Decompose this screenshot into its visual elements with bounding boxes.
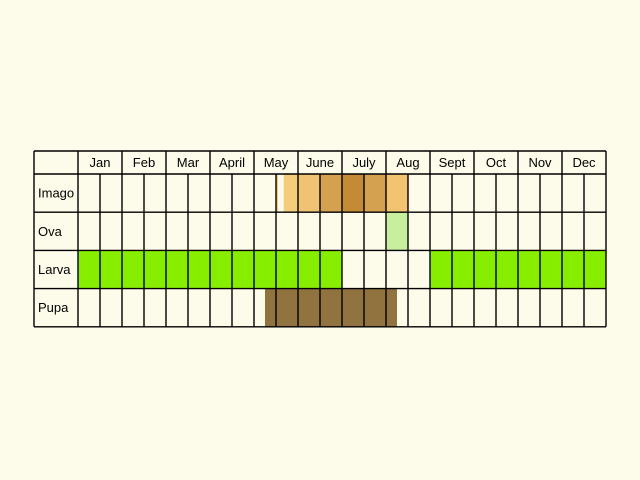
month-label: April — [219, 155, 245, 170]
row-label: Ova — [38, 224, 63, 239]
month-label: Jan — [90, 155, 111, 170]
month-label: July — [352, 155, 376, 170]
imago-band — [386, 174, 408, 213]
month-label: June — [306, 155, 334, 170]
row-label: Larva — [38, 262, 71, 277]
imago-band — [364, 174, 386, 213]
imago-band — [276, 174, 279, 213]
row-label: Pupa — [38, 300, 69, 315]
row-label: Imago — [38, 186, 74, 201]
imago-band — [320, 174, 342, 213]
ova-band — [386, 212, 408, 251]
imago-band — [278, 174, 284, 213]
month-label: Mar — [177, 155, 200, 170]
month-label: Aug — [396, 155, 419, 170]
month-label: Oct — [486, 155, 507, 170]
month-label: Nov — [528, 155, 552, 170]
month-label: May — [264, 155, 289, 170]
pupa-band — [265, 288, 397, 327]
grid-lines — [33, 150, 607, 328]
imago-band — [298, 174, 320, 213]
imago-band — [283, 174, 298, 213]
chart-labels: Jan Feb Mar April May June July Aug Sept Oct Nov De… — [38, 155, 596, 315]
month-label: Dec — [572, 155, 596, 170]
imago-band — [342, 174, 364, 213]
month-label: Feb — [133, 155, 155, 170]
month-label: Sept — [439, 155, 466, 170]
